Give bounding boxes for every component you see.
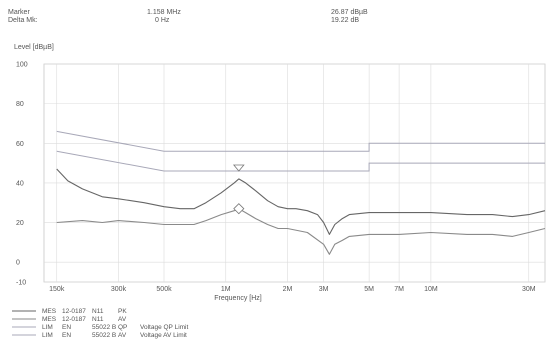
grid [44, 63, 545, 283]
marker-level: 26.87 dBµB [331, 9, 368, 16]
y-tick-label: 20 [16, 220, 24, 227]
y-tick-label: 40 [16, 180, 24, 187]
y-tick-label: 60 [16, 141, 24, 148]
marker-diamond [233, 203, 245, 215]
legend-text: EN [62, 332, 71, 339]
trace-av [56, 208, 546, 255]
legend-text: 55022 B [92, 332, 116, 339]
y-tick-label: 100 [16, 62, 28, 69]
y-tick-labels: 100 80 60 40 20 0 -10 [16, 62, 28, 287]
x-tick-label: 5M [364, 286, 374, 293]
marker-label: Marker [8, 9, 30, 16]
legend-text: AV [118, 332, 127, 339]
x-tick-label: 150k [49, 286, 65, 293]
trace-pk [56, 168, 546, 235]
marker-triangle [232, 164, 245, 172]
y-tick-label: 80 [16, 101, 24, 108]
legend-text: Voltage QP Limit [140, 324, 188, 331]
legend-text: MES [42, 308, 57, 315]
x-tick-label: 30M [522, 286, 536, 293]
x-tick-label: 500k [156, 286, 172, 293]
marker-frequency: 1.158 MHz [147, 9, 181, 16]
legend-text: 12-0187 [62, 308, 86, 315]
legend-text: Voltage AV Limit [140, 332, 187, 339]
y-tick-label: -10 [16, 280, 26, 287]
legend-text: PK [118, 308, 127, 315]
legend-text: N11 [92, 308, 104, 315]
legend-text: AV [118, 316, 127, 323]
x-tick-label: 7M [394, 286, 404, 293]
delta-frequency: 0 Hz [155, 17, 170, 24]
limit-lines [56, 130, 545, 172]
legend-text: EN [62, 324, 71, 331]
legend-text: LIM [42, 332, 53, 339]
limit-line-av [56, 150, 545, 172]
legend-text: MES [42, 316, 57, 323]
y-axis-label: Level [dBµB] [14, 44, 54, 51]
x-tick-label: 10M [424, 286, 438, 293]
limit-line-qp [56, 130, 545, 152]
legend: MES 12-0187 N11 PK MES 12-0187 N11 AV LIM EN 55022… [12, 308, 188, 339]
x-tick-label: 2M [283, 286, 293, 293]
plot-frame [43, 63, 546, 283]
legend-text: LIM [42, 324, 53, 331]
markers [232, 164, 245, 215]
legend-text: N11 [92, 316, 104, 323]
x-axis-label: Frequency [Hz] [214, 295, 262, 302]
x-tick-labels: 150k 300k 500k 1M 2M 3M 5M 7M 10M 30M [49, 286, 536, 293]
legend-text: 55022 B [92, 324, 116, 331]
delta-label: Delta Mk: [8, 17, 38, 24]
y-tick-label: 0 [16, 260, 20, 267]
x-tick-label: 1M [221, 286, 231, 293]
legend-text: QP [118, 324, 127, 331]
x-tick-label: 300k [111, 286, 127, 293]
measurement-traces [56, 168, 546, 255]
x-tick-label: 3M [319, 286, 329, 293]
legend-text: 12-0187 [62, 316, 86, 323]
delta-level: 19.22 dB [331, 17, 359, 24]
